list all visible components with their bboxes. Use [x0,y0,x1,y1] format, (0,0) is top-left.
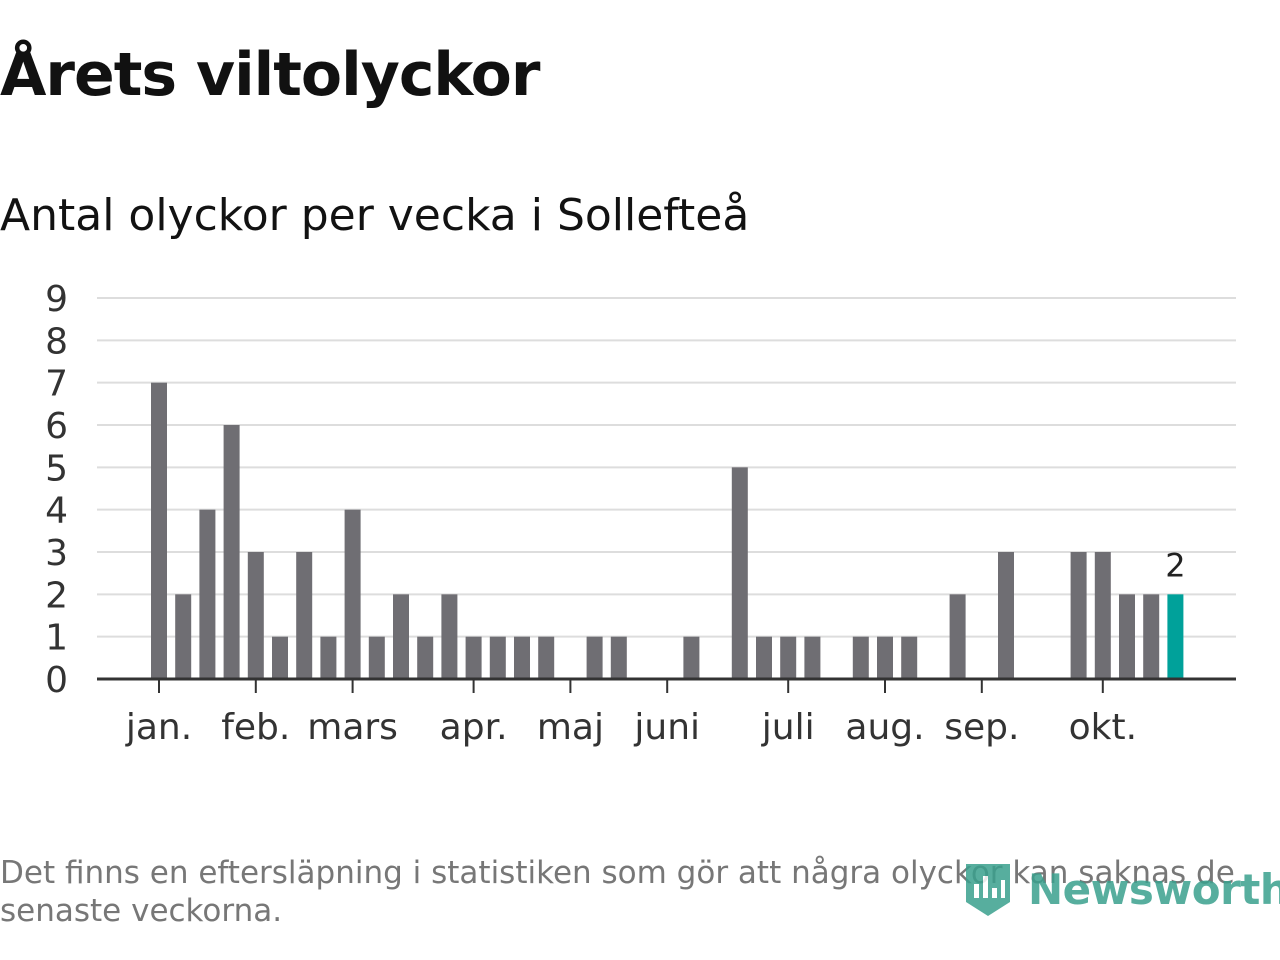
x-tick-label: sep. [944,707,1019,748]
bar-highlight[interactable] [1167,594,1184,679]
bar[interactable] [949,594,966,679]
data-label-last: 2 [1165,546,1185,584]
bar[interactable] [1119,594,1135,679]
newsworthy-logo[interactable]: Newsworthy [962,858,1280,920]
bar[interactable] [489,636,506,679]
bar[interactable] [610,636,627,679]
newsworthy-logo-icon [966,864,1010,916]
x-tick-label: maj [537,707,604,748]
x-tick-label: juni [633,707,700,748]
bar[interactable] [780,636,797,679]
x-tick-label: okt. [1069,707,1137,748]
bar[interactable] [731,467,748,679]
bar[interactable] [151,382,167,679]
bar[interactable] [247,552,264,679]
bar[interactable] [175,594,192,679]
footnote: Det finns en eftersläpning i statistiken… [0,855,1235,929]
bar[interactable] [393,594,409,679]
bar[interactable] [756,636,772,679]
bar[interactable] [296,552,313,679]
y-tick-label: 4 [45,491,68,532]
bar[interactable] [877,636,893,679]
y-tick-label: 5 [45,448,68,489]
bars [151,382,1184,679]
x-tick-labels: jan. feb. mars apr. maj juni juli aug. sep. okt. [125,679,1137,748]
bar[interactable] [1143,594,1160,679]
bar[interactable] [344,509,361,679]
bar[interactable] [514,636,530,679]
y-tick-label: 9 [45,279,68,320]
y-tick-label: 2 [45,575,68,616]
bar[interactable] [683,636,700,679]
bar[interactable] [223,425,240,679]
bar[interactable] [199,509,216,679]
bar[interactable] [804,636,821,679]
chart-subtitle: Antal olyckor per vecka i Sollefteå [0,190,750,241]
data-labels: 2 [1165,546,1185,584]
y-tick-label: 7 [45,364,68,405]
bar[interactable] [465,636,482,679]
bar[interactable] [901,636,918,679]
bar[interactable] [538,636,555,679]
x-tick-label: jan. [125,707,192,748]
bar[interactable] [368,636,385,679]
logo-text: Newsworthy [1028,864,1280,914]
bar[interactable] [1070,552,1087,679]
bar[interactable] [320,636,337,679]
bar[interactable] [272,636,288,679]
x-tick-label: mars [307,707,398,748]
bar[interactable] [998,552,1014,679]
y-tick-label: 3 [45,533,68,574]
chart-title: Årets viltolyckor [0,40,540,110]
bar[interactable] [852,636,869,679]
x-tick-label: feb. [221,707,290,748]
grid-lines [97,297,1236,638]
x-tick-label: juli [761,707,815,748]
y-tick-label: 0 [45,660,68,701]
y-tick-label: 1 [45,618,68,659]
x-tick-label: apr. [440,707,508,748]
x-tick-label: aug. [845,707,924,748]
bar[interactable] [441,594,458,679]
y-tick-label: 8 [45,321,68,362]
bar[interactable] [417,636,434,679]
y-tick-label: 6 [45,406,68,447]
bar[interactable] [1094,552,1111,679]
bar[interactable] [586,636,603,679]
